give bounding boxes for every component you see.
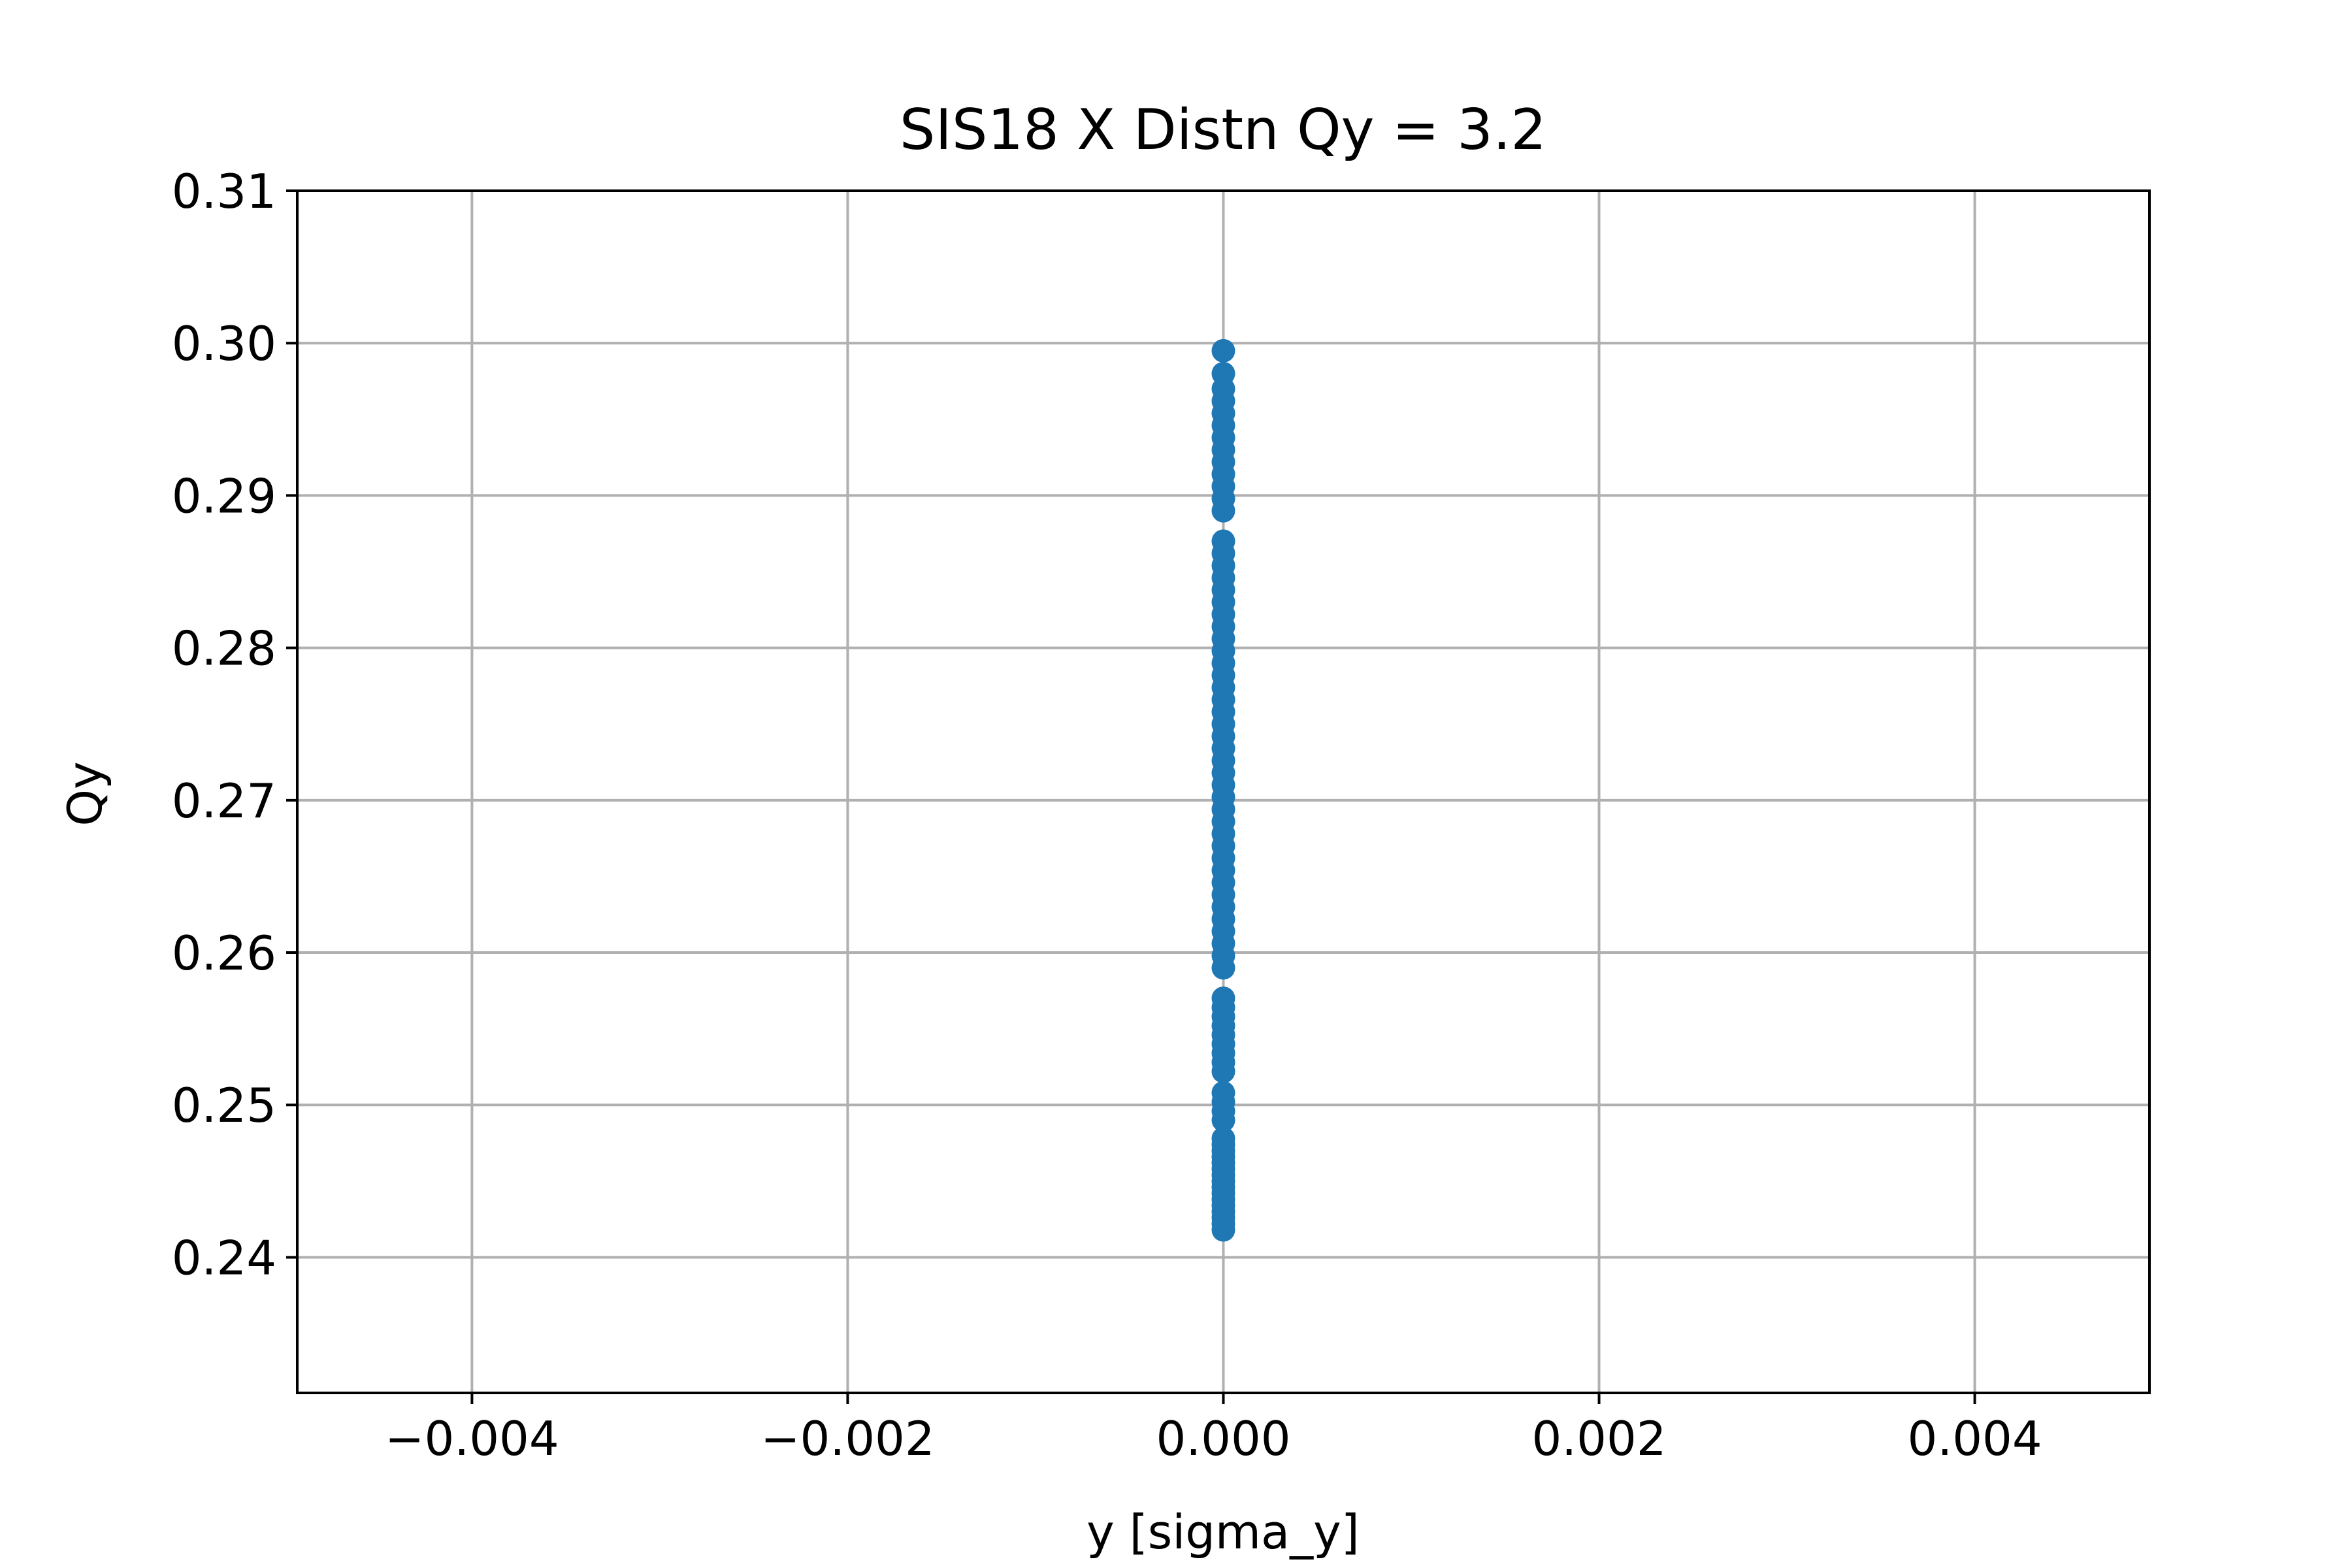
y-tick-label: 0.29 <box>172 468 276 523</box>
chart-title: SIS18 X Distn Qy = 3.2 <box>900 97 1546 163</box>
scatter-points <box>1211 338 1235 1242</box>
x-tick-label: −0.004 <box>385 1411 559 1466</box>
x-axis-label: y [sigma_y] <box>1086 1505 1360 1560</box>
x-tick-label: 0.002 <box>1531 1411 1666 1466</box>
scatter-point <box>1211 1081 1235 1105</box>
y-tick-label: 0.26 <box>172 926 276 981</box>
y-tick-label: 0.28 <box>172 621 276 676</box>
y-tick-label: 0.30 <box>172 316 276 371</box>
y-axis-ticks: 0.24 0.25 0.26 0.27 0.28 0.29 0.30 0.31 <box>172 164 297 1285</box>
x-tick-label: −0.002 <box>760 1411 934 1466</box>
x-tick-label: 0.004 <box>1908 1411 2042 1466</box>
y-tick-label: 0.31 <box>172 164 276 219</box>
scatter-point <box>1211 1126 1235 1151</box>
scatter-point <box>1211 529 1235 553</box>
scatter-point <box>1211 338 1235 363</box>
y-tick-label: 0.24 <box>172 1230 276 1285</box>
x-tick-label: 0.000 <box>1156 1411 1290 1466</box>
y-tick-label: 0.27 <box>172 774 276 828</box>
x-axis-ticks: −0.004 −0.002 0.000 0.002 0.004 <box>385 1393 2042 1466</box>
scatter-point <box>1211 361 1235 385</box>
scatter-point <box>1211 986 1235 1010</box>
y-axis-label: Qy <box>57 761 112 826</box>
y-tick-label: 0.25 <box>172 1078 276 1133</box>
